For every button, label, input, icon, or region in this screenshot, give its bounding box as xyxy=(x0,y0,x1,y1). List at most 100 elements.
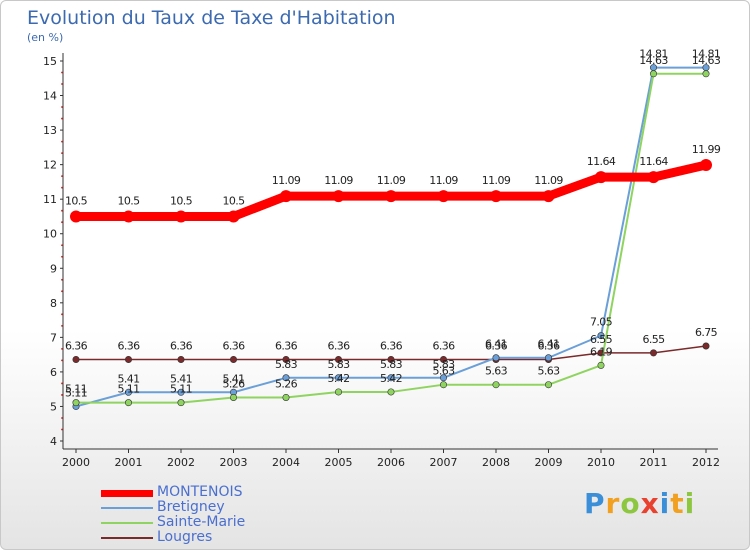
data-label-bretigney: 7.05 xyxy=(590,316,613,329)
data-label-bretigney: 5.41 xyxy=(170,372,192,385)
data-point-montenois xyxy=(227,210,240,223)
y-tick-label: 14 xyxy=(43,90,57,103)
legend: MONTENOIS Bretigney Sainte-Marie Lougres xyxy=(101,485,321,545)
logo-letter: i xyxy=(684,487,696,520)
x-tick-label: 2000 xyxy=(62,456,90,469)
y-minor-tick xyxy=(61,290,63,293)
legend-item-lougres: Lougres xyxy=(101,530,321,545)
y-minor-tick xyxy=(61,106,63,108)
data-label-sainte-marie: 14.63 xyxy=(692,54,721,67)
data-label-sainte-marie: 5.63 xyxy=(537,365,560,378)
y-tick-label: 6 xyxy=(50,366,57,379)
data-point-sainte-marie xyxy=(177,399,185,407)
data-point-bretigney xyxy=(492,354,500,362)
data-point-lougres xyxy=(702,342,710,350)
y-minor-tick xyxy=(61,117,63,120)
x-tick-label: 2001 xyxy=(115,456,143,469)
y-tick-label: 7 xyxy=(50,331,57,344)
data-label-bretigney: 5.41 xyxy=(222,372,244,385)
logo-letter: t xyxy=(670,487,685,520)
data-point-sainte-marie xyxy=(702,70,710,78)
data-point-lougres xyxy=(334,355,342,363)
data-label-bretigney: 5.83 xyxy=(275,358,298,371)
x-tick-label: 2007 xyxy=(430,456,458,469)
logo-letter: P xyxy=(584,487,606,520)
data-label-montenois: 11.64 xyxy=(587,155,616,168)
logo-letter: x xyxy=(640,487,660,520)
x-tick-label: 2011 xyxy=(640,456,668,469)
y-minor-tick xyxy=(61,71,63,74)
data-label-bretigney: 5.41 xyxy=(117,372,139,385)
data-point-montenois xyxy=(490,190,502,203)
data-label-lougres: 6.36 xyxy=(432,339,455,352)
data-point-bretigney xyxy=(334,374,342,382)
y-tick-label: 4 xyxy=(50,435,57,448)
data-label-lougres: 6.36 xyxy=(117,339,140,352)
y-minor-tick xyxy=(61,83,63,85)
data-label-montenois: 11.64 xyxy=(639,155,668,168)
data-point-sainte-marie xyxy=(597,361,605,369)
data-label-lougres: 6.36 xyxy=(485,339,508,352)
data-label-sainte-marie: 5.11 xyxy=(65,383,87,396)
y-minor-tick xyxy=(61,244,63,247)
y-minor-tick xyxy=(61,324,63,327)
data-label-sainte-marie: 5.42 xyxy=(327,372,349,385)
y-tick-label: 9 xyxy=(50,262,57,275)
data-point-montenois xyxy=(647,171,660,184)
data-point-montenois xyxy=(385,190,397,203)
data-labels-layer: 10.5 10.5 10.5 10.5 11.09 11.09 11.09 11.09 11.0… xyxy=(65,48,721,400)
data-point-bretigney xyxy=(282,374,290,382)
data-point-sainte-marie xyxy=(439,381,447,389)
data-point-sainte-marie xyxy=(125,399,133,407)
x-tick-label: 2002 xyxy=(167,456,195,469)
data-label-bretigney: 6.41 xyxy=(485,338,507,351)
data-label-sainte-marie: 6.19 xyxy=(590,345,613,358)
data-point-bretigney xyxy=(597,332,605,340)
data-point-sainte-marie xyxy=(649,70,657,78)
legend-swatch xyxy=(101,537,153,539)
proxiti-logo: Proxiti xyxy=(584,487,695,520)
y-tick-label: 15 xyxy=(43,55,57,68)
y-minor-tick xyxy=(61,417,63,419)
data-point-sainte-marie xyxy=(387,388,395,396)
series-layer xyxy=(70,64,712,410)
data-point-montenois xyxy=(700,158,712,171)
x-tick-label: 2009 xyxy=(535,456,563,469)
data-label-bretigney: 5.11 xyxy=(65,386,87,399)
data-label-bretigney: 14.81 xyxy=(692,48,721,61)
y-minor-tick xyxy=(61,347,63,350)
data-label-montenois: 10.5 xyxy=(170,194,193,207)
legend-swatch xyxy=(101,522,153,524)
data-point-montenois xyxy=(542,190,555,203)
data-label-bretigney: 14.81 xyxy=(639,48,668,61)
data-point-montenois xyxy=(70,210,82,223)
data-point-lougres xyxy=(387,355,395,363)
data-label-lougres: 6.36 xyxy=(170,339,193,352)
y-minor-tick xyxy=(61,278,63,281)
data-point-lougres xyxy=(72,355,80,363)
data-point-sainte-marie xyxy=(230,393,238,401)
y-tick-label: 12 xyxy=(43,159,57,172)
y-tick-label: 5 xyxy=(50,400,57,413)
y-tick-label: 10 xyxy=(43,228,57,241)
data-point-bretigney xyxy=(544,354,552,362)
data-point-bretigney xyxy=(125,388,133,396)
data-label-sainte-marie: 5.26 xyxy=(222,377,245,390)
data-label-sainte-marie: 5.42 xyxy=(380,372,402,385)
data-label-bretigney: 5.83 xyxy=(432,358,455,371)
data-point-lougres xyxy=(282,355,290,363)
y-minor-tick xyxy=(61,152,63,155)
logo-letter: o xyxy=(620,487,641,520)
data-label-bretigney: 5.83 xyxy=(380,358,403,371)
chart-subtitle: (en %) xyxy=(27,31,64,44)
x-tick-label: 2006 xyxy=(377,456,405,469)
data-label-sainte-marie: 5.63 xyxy=(432,365,455,378)
y-minor-tick xyxy=(61,221,63,224)
logo-letter: i xyxy=(659,487,671,520)
data-label-montenois: 11.09 xyxy=(534,174,563,187)
legend-label: MONTENOIS xyxy=(157,484,243,500)
y-minor-tick xyxy=(61,140,63,143)
data-label-lougres: 6.36 xyxy=(380,339,403,352)
legend-label: Sainte-Marie xyxy=(157,514,246,530)
